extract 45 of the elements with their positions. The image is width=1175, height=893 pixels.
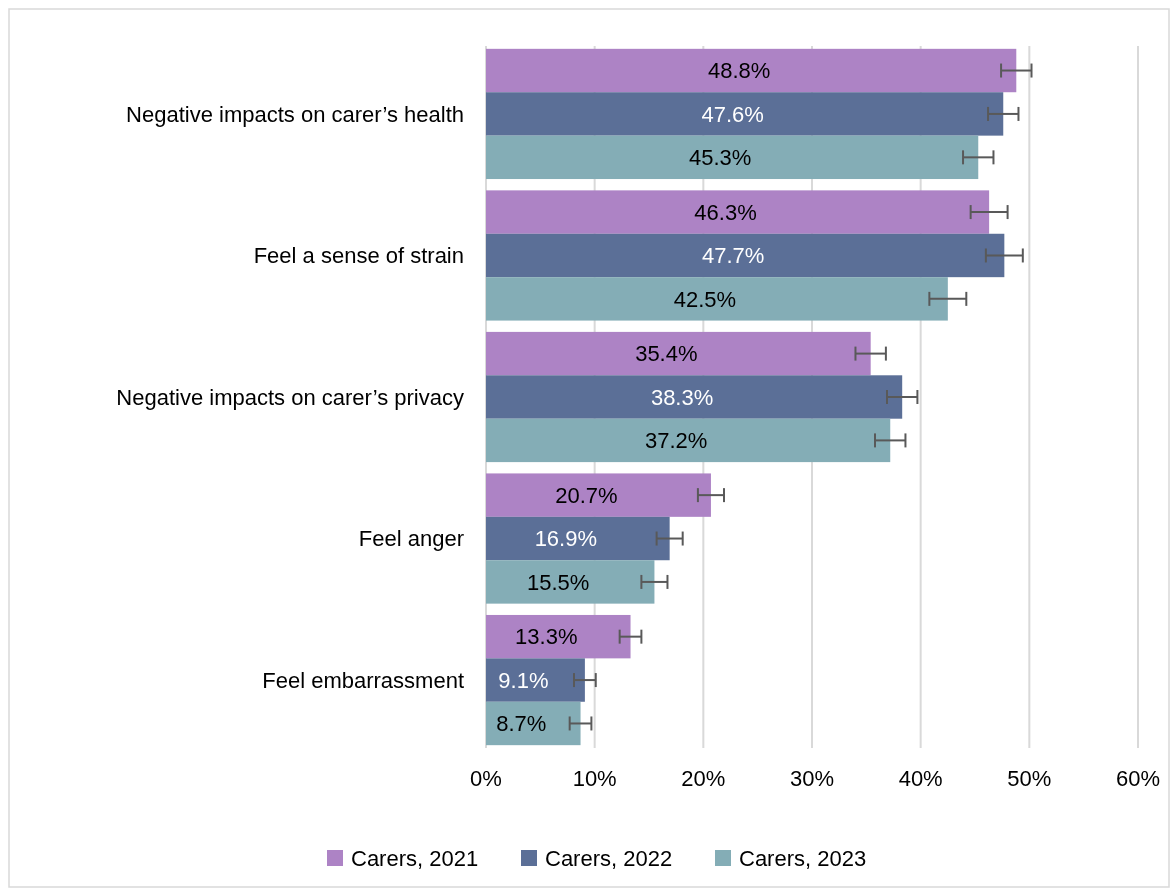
data-label: 48.8% xyxy=(707,58,771,84)
y-tick-label: Negative impacts on carer’s privacy xyxy=(116,384,464,410)
data-label: 35.4% xyxy=(635,341,698,367)
x-tick-label: 60% xyxy=(1115,766,1161,791)
bar xyxy=(486,473,711,517)
data-label: 45.3% xyxy=(688,145,752,171)
bar xyxy=(486,233,1005,278)
x-tick-label: 30% xyxy=(789,766,835,791)
bar xyxy=(486,190,990,234)
data-label: 42.5% xyxy=(673,286,737,312)
bar xyxy=(486,331,871,376)
data-label: 15.5% xyxy=(527,569,590,595)
x-tick-label: 0% xyxy=(470,766,502,791)
legend-label: Carers, 2021 xyxy=(351,845,479,871)
data-label: 9.1% xyxy=(498,667,549,693)
bar xyxy=(486,701,581,746)
bar xyxy=(486,135,979,180)
data-label: 37.2% xyxy=(644,428,708,454)
data-label: 38.3% xyxy=(650,384,714,410)
bar xyxy=(486,92,1004,136)
bar xyxy=(486,658,585,702)
y-tick-label: Negative impacts on carer’s health xyxy=(126,101,464,127)
bar xyxy=(486,560,655,604)
bar xyxy=(486,418,891,463)
bar xyxy=(486,516,670,561)
data-label: 20.7% xyxy=(555,482,618,508)
data-label: 47.7% xyxy=(701,243,765,269)
x-tick-label: 40% xyxy=(898,766,943,791)
y-tick-label: Feel embarrassment xyxy=(262,667,464,693)
bar xyxy=(486,277,948,321)
data-label: 16.9% xyxy=(534,526,598,552)
y-tick-label: Feel anger xyxy=(358,526,464,552)
data-label: 46.3% xyxy=(694,199,757,225)
legend-label: Carers, 2023 xyxy=(739,845,867,871)
x-tick-label: 50% xyxy=(1007,766,1052,791)
bar xyxy=(486,375,903,419)
legend-label: Carers, 2022 xyxy=(545,845,673,871)
data-label: 47.6% xyxy=(701,101,764,127)
data-label: 8.7% xyxy=(496,711,547,737)
x-tick-label: 20% xyxy=(681,766,726,791)
x-tick-label: 10% xyxy=(572,766,617,791)
bar xyxy=(486,614,631,659)
y-tick-label: Feel a sense of strain xyxy=(253,243,464,269)
data-label: 13.3% xyxy=(515,624,578,650)
bar xyxy=(486,48,1017,93)
